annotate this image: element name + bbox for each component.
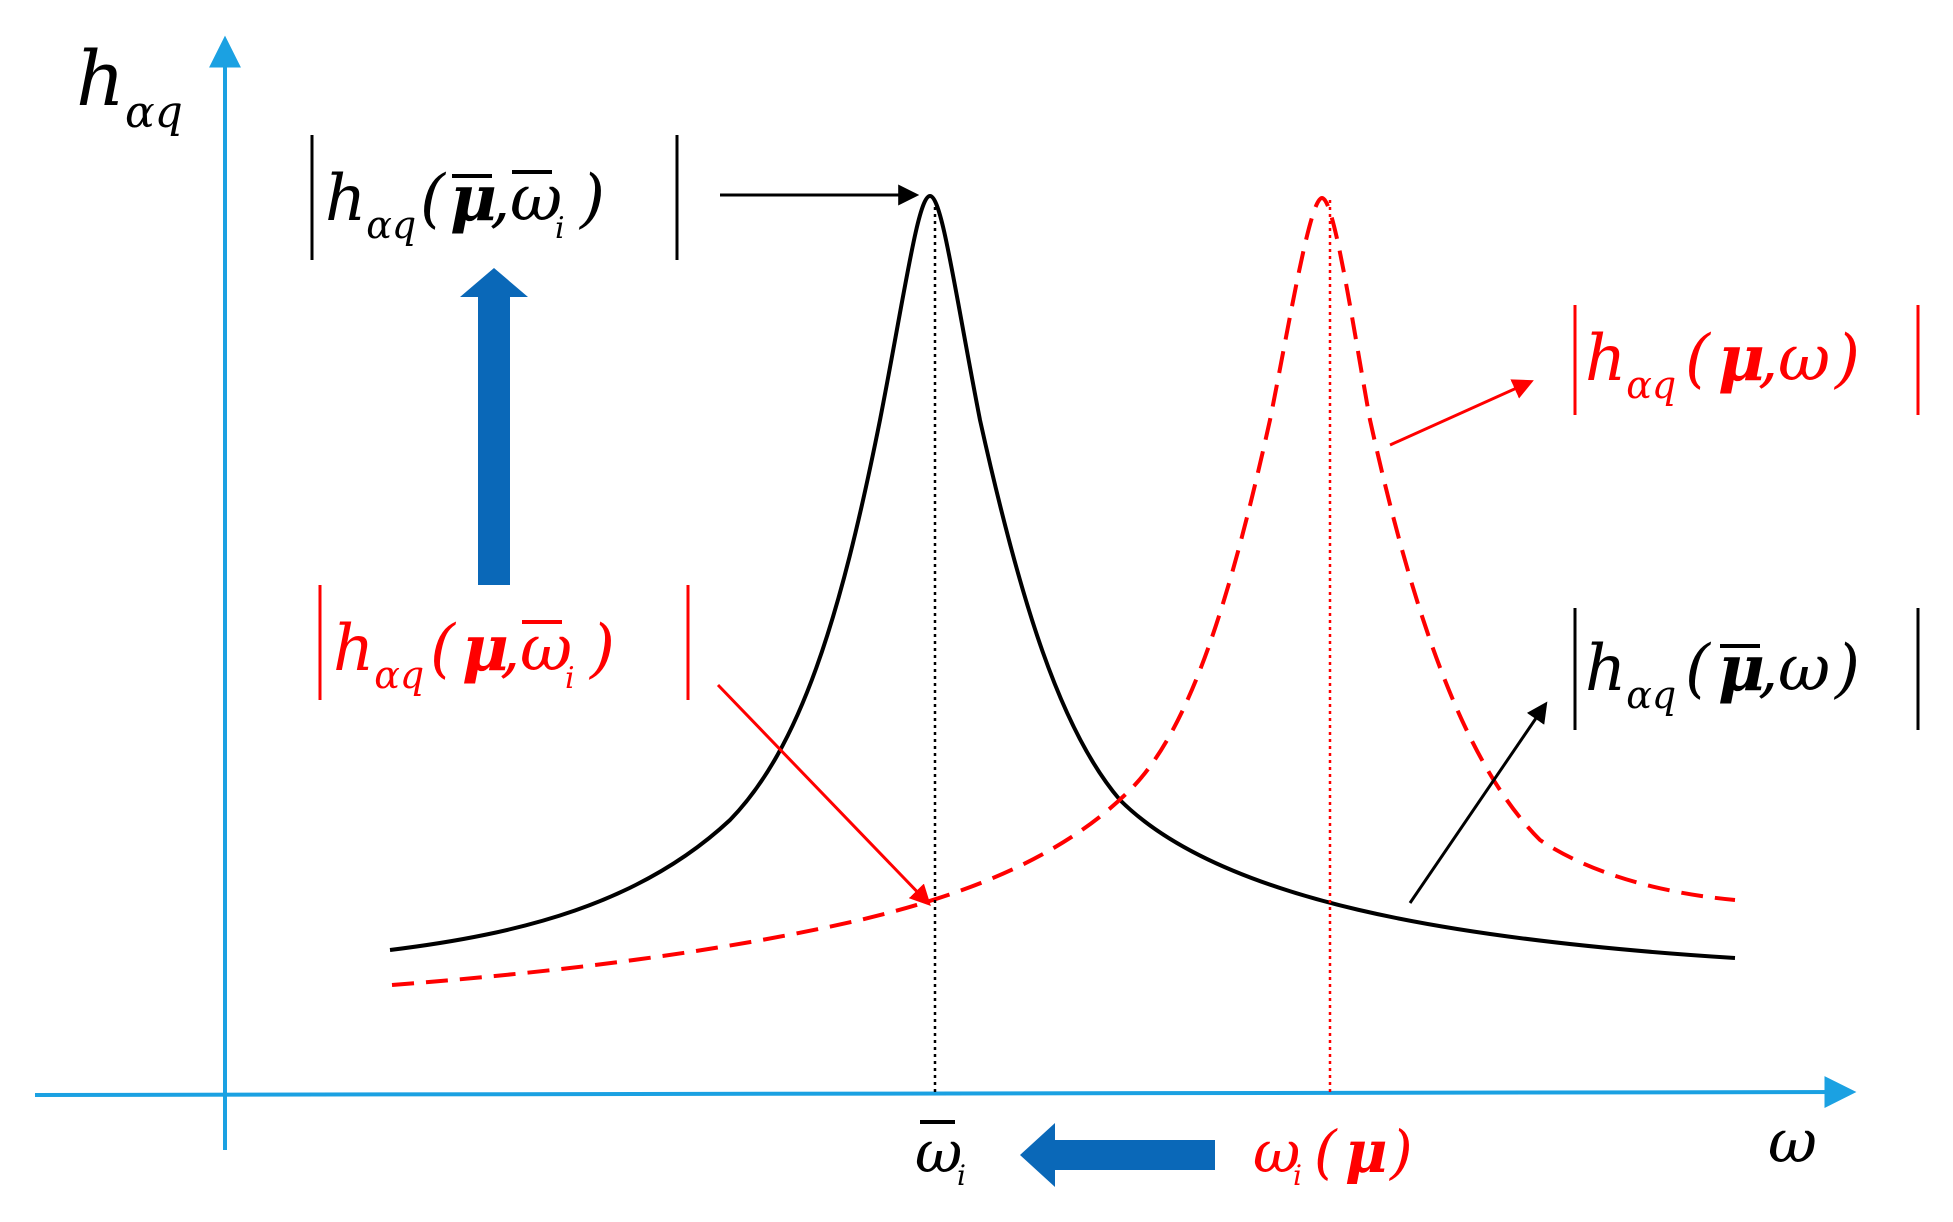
label-abs-mu-bar-omega: hαq ( μ , ω i ) xyxy=(318,585,690,700)
svg-text:ω: ω xyxy=(520,612,572,686)
svg-text:,: , xyxy=(1758,322,1778,396)
svg-text:μ: μ xyxy=(462,611,509,686)
svg-text:μ: μ xyxy=(1345,1118,1387,1186)
svg-text:,: , xyxy=(490,162,510,236)
svg-text:): ) xyxy=(588,612,615,686)
label-abs-bar-mu-omega: hαq ( μ , ω ) xyxy=(1573,608,1920,730)
svg-text:): ) xyxy=(578,162,605,236)
svg-text:hαq: hαq xyxy=(1585,632,1676,717)
svg-text:,: , xyxy=(500,612,520,686)
svg-text:(: ( xyxy=(1685,632,1712,706)
svg-text:i: i xyxy=(1293,1159,1302,1192)
blue-arrow-up xyxy=(460,268,528,585)
y-axis-label: hαq xyxy=(76,34,183,138)
x-axis-label: ω xyxy=(1768,1107,1817,1177)
arrow-to-red-curve-label xyxy=(1389,379,1534,447)
svg-text:): ) xyxy=(1833,632,1860,706)
svg-text:ω: ω xyxy=(510,162,562,236)
svg-text:(: ( xyxy=(1314,1118,1338,1186)
red-frf-curve xyxy=(391,195,1736,987)
svg-text:): ) xyxy=(1388,1118,1413,1186)
svg-text:i: i xyxy=(565,661,575,696)
svg-text:μ: μ xyxy=(1718,321,1765,396)
svg-text:ω: ω xyxy=(1253,1118,1300,1186)
arrow-to-red-at-bar-omega xyxy=(716,683,931,907)
svg-text:i: i xyxy=(555,211,565,246)
svg-text:,: , xyxy=(1758,632,1778,706)
svg-text:(: ( xyxy=(420,162,447,236)
svg-text:hαq: hαq xyxy=(333,612,424,697)
blue-arrow-left xyxy=(1020,1123,1215,1187)
x-axis xyxy=(34,1076,1857,1109)
svg-text:μ: μ xyxy=(1718,631,1765,706)
tick-label-omega-i-mu: ω i ( μ ) xyxy=(1253,1118,1413,1192)
svg-text:): ) xyxy=(1833,322,1860,396)
label-abs-mu-omega: hαq ( μ , ω ) xyxy=(1573,305,1920,415)
svg-text:(: ( xyxy=(1685,322,1712,396)
arrow-to-black-curve-label xyxy=(1408,701,1548,904)
svg-text:hαq: hαq xyxy=(1585,322,1676,407)
tick-label-bar-omega-i: ω i xyxy=(915,1118,966,1192)
svg-text:hαq: hαq xyxy=(325,162,416,247)
svg-text:ω: ω xyxy=(1778,632,1830,706)
label-abs-bar-mu-bar-omega: hαq ( μ , ω i ) xyxy=(310,135,679,260)
svg-text:ω: ω xyxy=(915,1118,962,1186)
svg-text:i: i xyxy=(957,1159,966,1192)
svg-text:ω: ω xyxy=(1778,322,1830,396)
svg-text:μ: μ xyxy=(450,161,497,236)
svg-text:(: ( xyxy=(430,612,457,686)
